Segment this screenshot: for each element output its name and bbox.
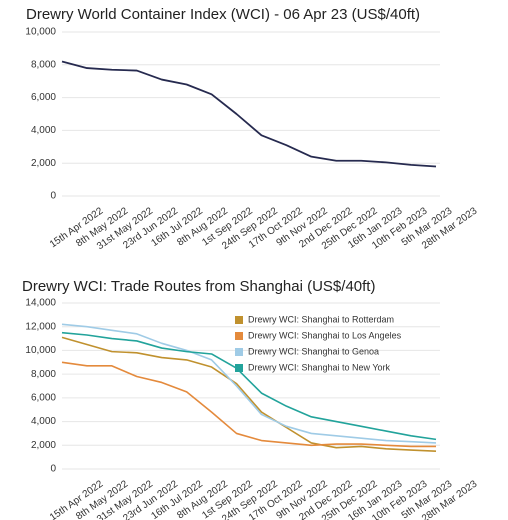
legend-label: Drewry WCI: Shanghai to Rotterdam <box>248 314 394 324</box>
y-tick-label: 2,000 <box>31 440 56 451</box>
chart-title: Drewry WCI: Trade Routes from Shanghai (… <box>22 278 375 295</box>
y-tick-label: 4,000 <box>31 416 56 427</box>
y-tick-label: 4,000 <box>31 125 56 136</box>
legend-swatch <box>235 348 243 356</box>
y-tick-label: 6,000 <box>31 92 56 103</box>
legend-swatch <box>235 364 243 372</box>
y-tick-label: 10,000 <box>25 27 56 38</box>
y-tick-label: 8,000 <box>31 369 56 380</box>
series-line <box>61 323 437 444</box>
chart-title: Drewry World Container Index (WCI) - 06 … <box>26 6 420 23</box>
legend-swatch <box>235 316 243 324</box>
y-tick-label: 6,000 <box>31 392 56 403</box>
legend-label: Drewry WCI: Shanghai to New York <box>248 362 391 372</box>
y-tick-label: 14,000 <box>25 298 56 309</box>
series-line <box>61 361 436 448</box>
legend-label: Drewry WCI: Shanghai to Genoa <box>248 346 379 356</box>
series-line <box>61 336 437 453</box>
series-line <box>61 331 437 441</box>
y-tick-label: 0 <box>50 191 56 202</box>
y-tick-label: 2,000 <box>31 158 56 169</box>
y-tick-label: 12,000 <box>25 321 56 332</box>
y-tick-label: 8,000 <box>31 59 56 70</box>
y-tick-label: 10,000 <box>25 345 56 356</box>
legend-swatch <box>235 332 243 340</box>
legend-label: Drewry WCI: Shanghai to Los Angeles <box>248 330 402 340</box>
y-tick-label: 0 <box>50 464 56 475</box>
series-line <box>61 60 437 168</box>
